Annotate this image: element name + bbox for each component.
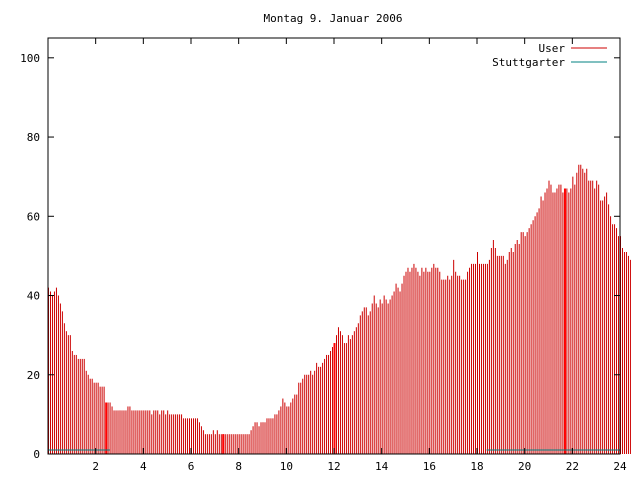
- x-tick-label: 10: [280, 460, 293, 473]
- y-tick-label: 40: [27, 290, 40, 303]
- y-tick-label: 100: [20, 52, 40, 65]
- y-tick-label: 80: [27, 131, 40, 144]
- x-tick-label: 16: [423, 460, 436, 473]
- legend-label-user: User: [539, 42, 566, 55]
- x-tick-label: 20: [518, 460, 531, 473]
- legend: User Stuttgarter: [492, 42, 607, 69]
- legend-label-stuttgarter: Stuttgarter: [492, 56, 565, 69]
- x-tick-label: 24: [613, 460, 627, 473]
- x-tick-label: 2: [92, 460, 99, 473]
- x-tick-label: 14: [375, 460, 389, 473]
- x-tick-label: 18: [470, 460, 483, 473]
- user-bars: [48, 164, 631, 454]
- y-tick-label: 0: [33, 448, 40, 461]
- y-tick-label: 20: [27, 369, 40, 382]
- x-tick-label: 22: [566, 460, 579, 473]
- chart-title: Montag 9. Januar 2006: [263, 12, 402, 25]
- x-tick-label: 12: [327, 460, 340, 473]
- x-tick-label: 8: [235, 460, 242, 473]
- x-axis: 2 4 6 8 10 12 14 16 18 20 22 24: [92, 38, 627, 473]
- x-tick-label: 4: [140, 460, 147, 473]
- y-tick-label: 60: [27, 210, 40, 223]
- y-axis: 0 20 40 60 80 100: [20, 52, 620, 461]
- x-tick-label: 6: [188, 460, 195, 473]
